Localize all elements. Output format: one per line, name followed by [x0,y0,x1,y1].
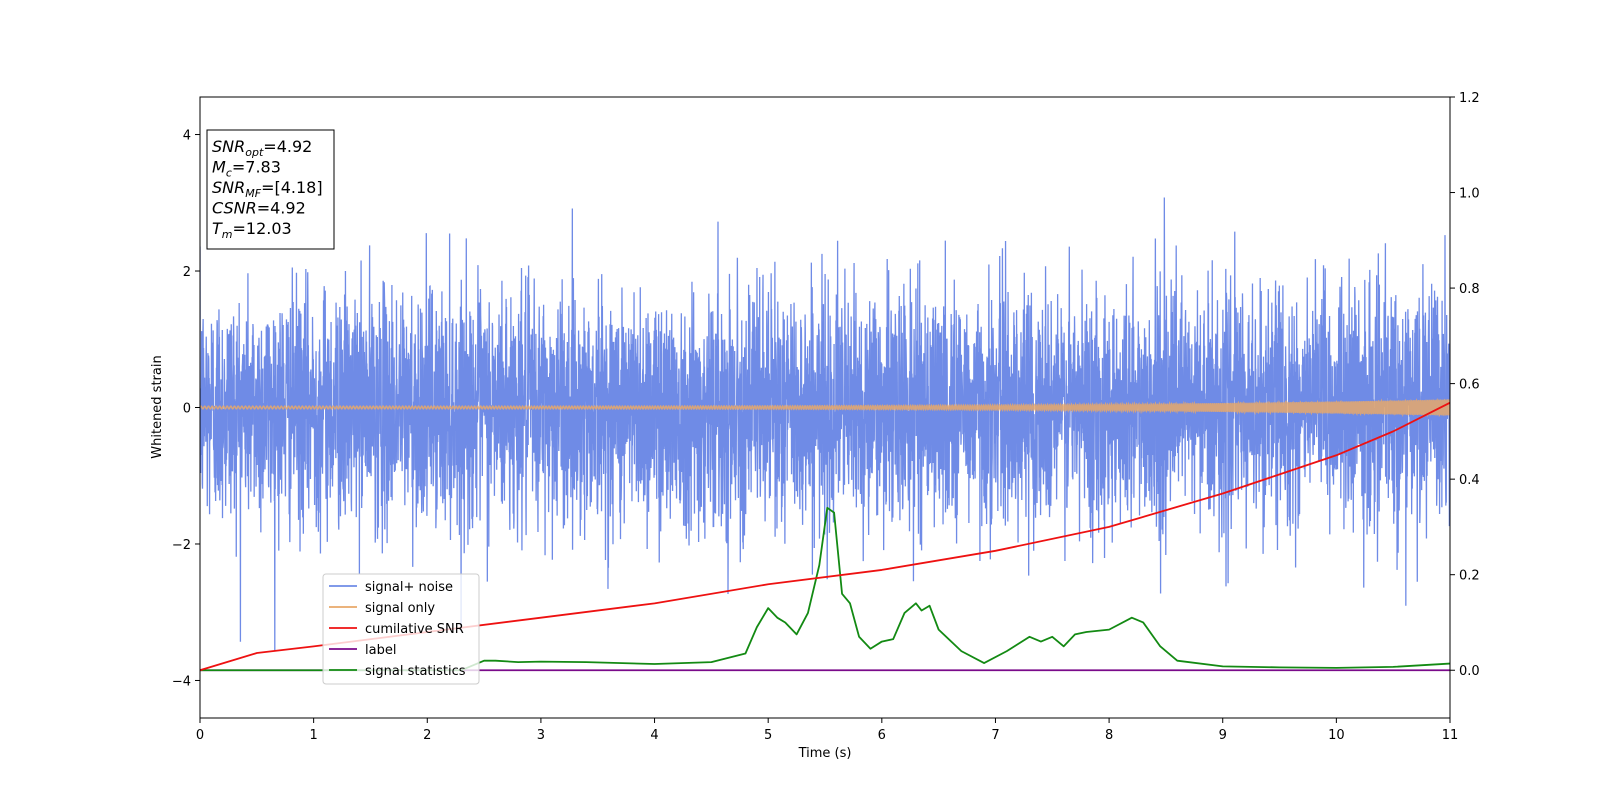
x-tick-label: 3 [537,728,545,743]
y-tick-label: 0 [183,402,191,417]
series-signal-only-line [200,398,1450,418]
y-axis-label: Whitened strain [150,355,165,458]
y-tick-label: 4 [183,129,191,144]
annotation-line: Tm=12.03 [212,219,292,241]
legend-entry: signal only [365,601,435,616]
annotation-line: CSNR=4.92 [212,199,306,218]
legend-entry: signal+ noise [365,580,453,595]
axis-ticks: 0 1 2 3 4 5 6 7 8 9 10 11 −4 −2 0 2 4 0.0 0.2 0.4 0.6 0.8 1.0 1… [172,91,1480,743]
series-signal-statistics-line [200,506,1450,672]
y2-tick-label: 0.8 [1459,282,1480,297]
y2-tick-label: 1.0 [1459,187,1480,202]
annotation-line: SNRopt=4.92 [212,137,312,159]
legend-entry: cumilative SNR [365,622,464,637]
annotation-line: SNRMF=[4.18] [212,178,323,200]
y2-tick-label: 0.0 [1459,664,1480,679]
legend: signal+ noise signal only cumilative SNR la… [322,573,480,685]
x-tick-label: 10 [1328,728,1345,743]
annotation-frame [206,129,335,250]
y2-tick-label: 0.4 [1459,473,1480,488]
stats-annotation-box: SNRopt=4.92Mc=7.83SNRMF=[4.18]CSNR=4.92T… [206,129,335,250]
series-signal-noise-line [200,197,1450,651]
x-tick-label: 9 [1219,728,1227,743]
y-tick-label: 2 [183,265,191,280]
y2-tick-label: 0.6 [1459,378,1480,393]
x-tick-label: 7 [991,728,999,743]
legend-frame [322,573,480,685]
x-tick-label: 5 [764,728,772,743]
y-tick-label: −2 [172,538,191,553]
x-tick-label: 8 [1105,728,1113,743]
x-tick-label: 11 [1442,728,1459,743]
x-tick-label: 0 [196,728,204,743]
legend-entry: label [365,643,396,658]
x-axis-label: Time (s) [798,746,852,761]
x-tick-label: 6 [878,728,886,743]
y-tick-label: −4 [172,674,191,689]
x-tick-label: 4 [650,728,658,743]
y2-tick-label: 0.2 [1459,569,1480,584]
x-tick-label: 1 [309,728,317,743]
x-tick-label: 2 [423,728,431,743]
annotation-line: Mc=7.83 [212,158,281,180]
y2-tick-label: 1.2 [1459,91,1480,106]
legend-entry: signal statistics [365,664,466,679]
